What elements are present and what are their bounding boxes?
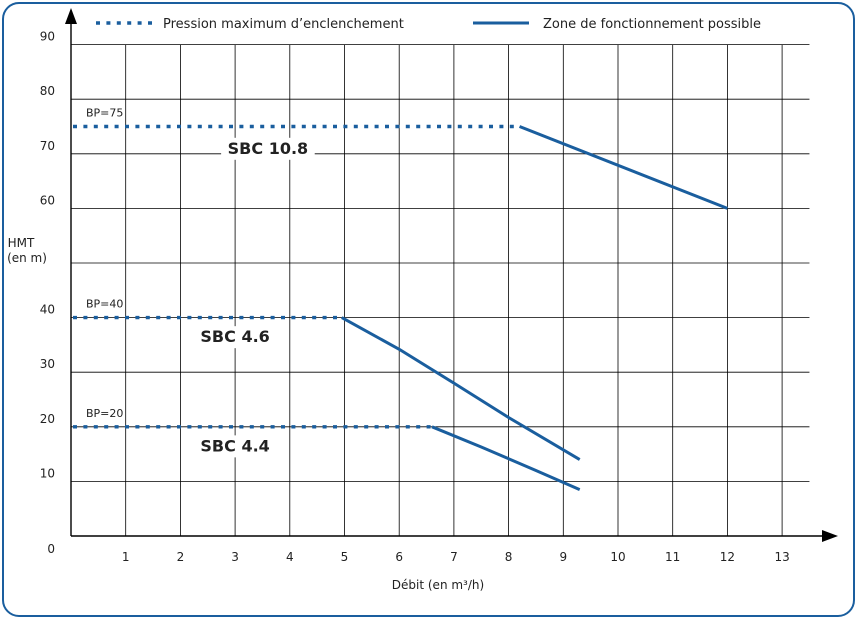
x-tick-label-7: 7 [450,550,458,564]
model-label-sbc-4-4: SBC 4.4 [200,436,269,455]
y-tick-label-30: 30 [40,357,55,371]
legend-label-dotted: Pression maximum d’enclenchement [163,17,404,32]
y-axis-arrow [65,8,77,24]
y-tick-label-70: 70 [40,139,55,153]
model-label-bg-sbc-10-8 [221,137,315,160]
x-tick-label-6: 6 [395,550,403,564]
x-tick-label-11: 11 [665,550,680,564]
y-tick-label-40: 40 [40,303,55,317]
y-tick-label-80: 80 [40,84,55,98]
bp-label-sbc-10-8: BP=75 [86,107,123,120]
x-tick-label-13: 13 [774,550,789,564]
x-tick-label-5: 5 [341,550,349,564]
x-tick-label-4: 4 [286,550,294,564]
solid-line-sbc-4-4 [431,425,581,491]
bp-label-sbc-4-4: BP=20 [86,407,123,420]
model-label-sbc-4-6: SBC 4.6 [200,327,269,346]
solid-line-sbc-10-8 [518,125,728,210]
model-label-sbc-10-8: SBC 10.8 [228,139,309,158]
y-tick-label-90: 90 [40,30,55,44]
model-label-bg-sbc-4-4 [193,435,277,458]
x-axis-arrow [822,530,838,542]
x-tick-label-10: 10 [610,550,625,564]
x-tick-label-1: 1 [122,550,130,564]
x-tick-label-8: 8 [505,550,513,564]
y-tick-label-60: 60 [40,193,55,207]
x-axis-title: Débit (en m³/h) [392,578,484,592]
y-axis-title-line2: (en m) [7,251,47,265]
x-tick-label-12: 12 [720,550,735,564]
x-tick-label-2: 2 [177,550,185,564]
x-tick-label-3: 3 [231,550,239,564]
y-tick-label-10: 10 [40,466,55,480]
legend-background [84,10,804,36]
bp-label-sbc-4-6: BP=40 [86,298,123,311]
x-tick-label-9: 9 [559,550,567,564]
y-tick-label-0: 0 [47,542,55,556]
legend-label-solid: Zone de fonctionnement possible [543,17,761,32]
y-axis-title-line1: HMT [8,236,35,250]
y-tick-label-20: 20 [40,412,55,426]
model-label-bg-sbc-4-6 [193,326,277,349]
solid-line-sbc-4-6 [341,316,581,461]
